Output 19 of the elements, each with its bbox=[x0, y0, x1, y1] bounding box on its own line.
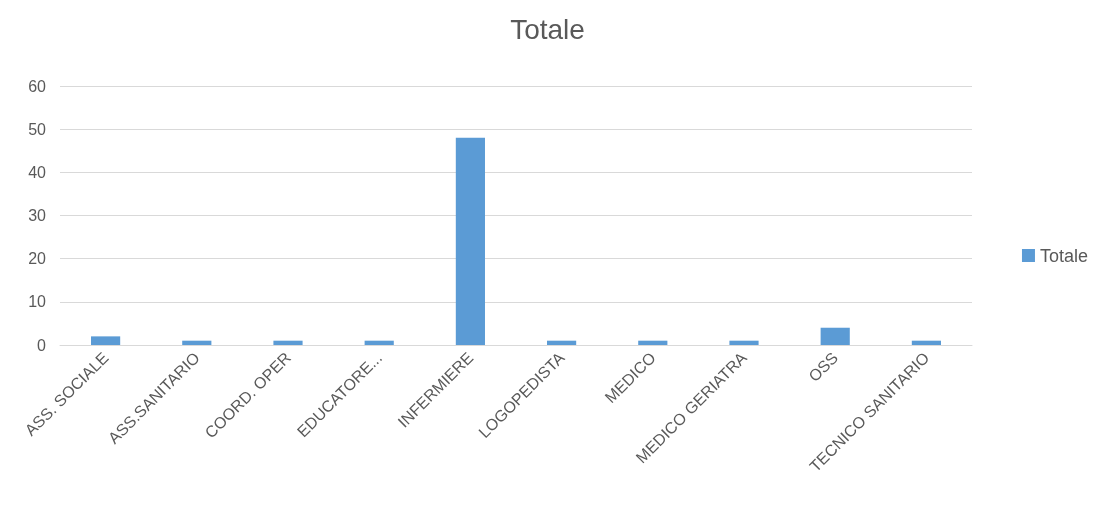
y-tick-label: 50 bbox=[28, 120, 47, 138]
y-tick-label: 40 bbox=[28, 163, 47, 181]
bar bbox=[455, 137, 485, 345]
y-tick-label: 10 bbox=[28, 293, 47, 311]
bar bbox=[364, 340, 394, 345]
bar bbox=[820, 327, 850, 345]
bar bbox=[182, 340, 212, 345]
y-tick-label: 30 bbox=[28, 207, 47, 224]
chart-title: Totale bbox=[510, 13, 585, 45]
bar bbox=[638, 340, 668, 345]
y-tick-label: 0 bbox=[37, 336, 47, 354]
bar bbox=[273, 340, 303, 345]
legend-label: Totale bbox=[1039, 245, 1089, 266]
y-tick-label: 20 bbox=[28, 250, 47, 268]
bar bbox=[911, 340, 941, 345]
bar bbox=[91, 336, 121, 345]
y-tick-label: 60 bbox=[28, 77, 47, 95]
bar bbox=[729, 340, 759, 345]
bar bbox=[547, 340, 577, 345]
